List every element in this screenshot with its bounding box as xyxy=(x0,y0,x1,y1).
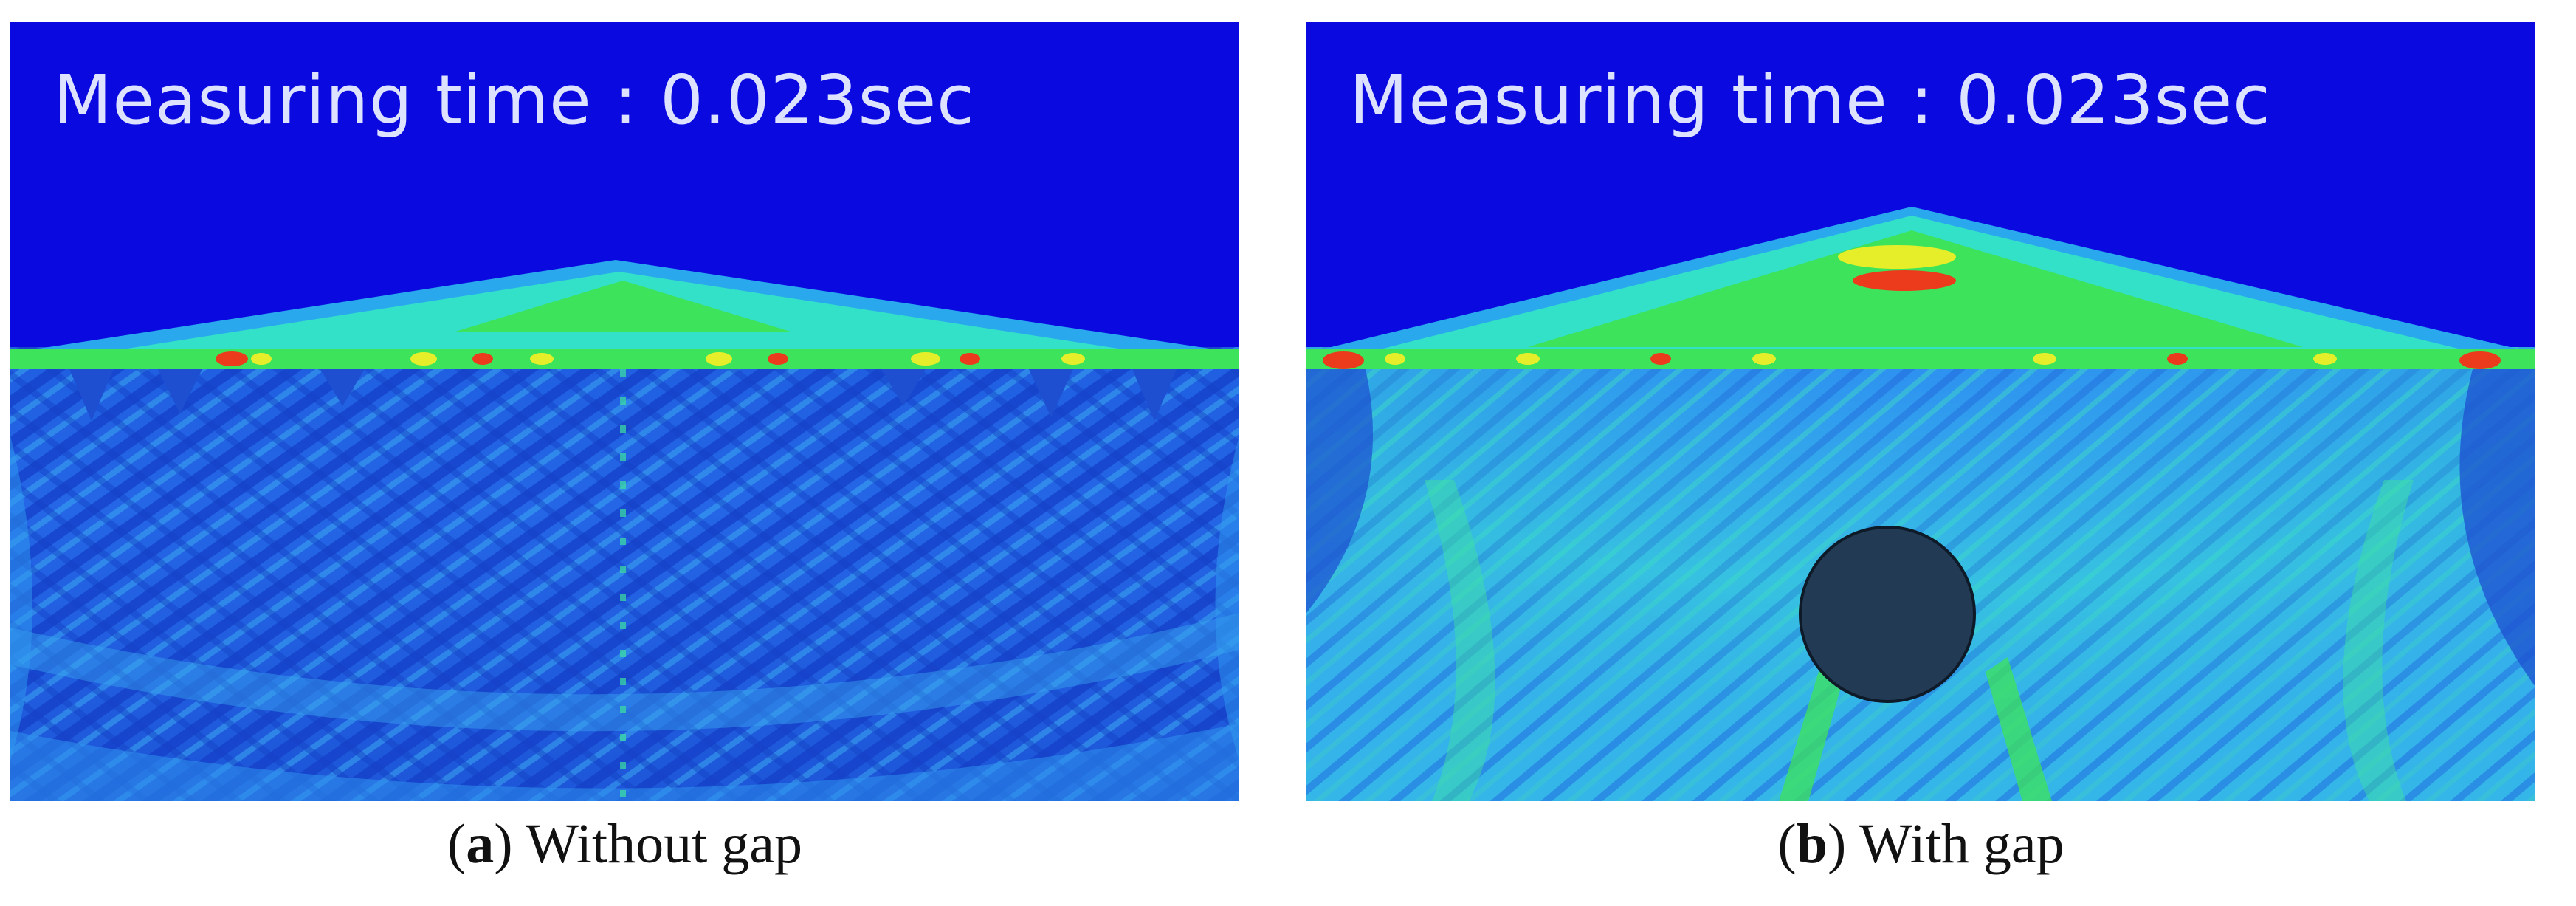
bow-wave-core xyxy=(453,281,793,332)
wave-band xyxy=(10,724,1239,801)
reflection-streaks xyxy=(1425,480,2414,801)
bow-hotspot xyxy=(1838,245,1956,269)
edge-band xyxy=(10,436,32,761)
wave-band xyxy=(10,613,1239,732)
surface-dips xyxy=(69,369,1177,421)
stress-wave-field-b xyxy=(1306,207,2535,801)
gap-void xyxy=(1799,526,1976,703)
caption-text: Without gap xyxy=(526,813,803,875)
caption-a: (a) Without gap xyxy=(447,813,803,875)
surface-hotspots xyxy=(1323,351,2501,369)
side-wedge xyxy=(2459,369,2535,687)
measuring-time-label: Measuring time : 0.023sec xyxy=(1349,61,2271,140)
edge-band xyxy=(1215,436,1239,761)
stress-wave-field-a xyxy=(10,260,1239,801)
surface-band xyxy=(10,349,1239,369)
simulation-panel-without-gap: Measuring time : 0.023sec xyxy=(10,22,1239,801)
surface-band xyxy=(1306,349,2535,369)
surface-hotspots xyxy=(216,351,1085,366)
caption-letter: b xyxy=(1796,813,1828,875)
caption-b: (b) With gap xyxy=(1777,813,2064,875)
measuring-time-label: Measuring time : 0.023sec xyxy=(53,61,975,140)
caption-text: With gap xyxy=(1859,813,2064,875)
simulation-panel-with-gap: Measuring time : 0.023sec xyxy=(1306,22,2535,801)
bow-hotspot-red xyxy=(1853,270,1956,291)
wave-stripes-cross xyxy=(10,347,1239,801)
caption-letter: a xyxy=(466,813,495,875)
side-wedge xyxy=(1306,369,1373,613)
